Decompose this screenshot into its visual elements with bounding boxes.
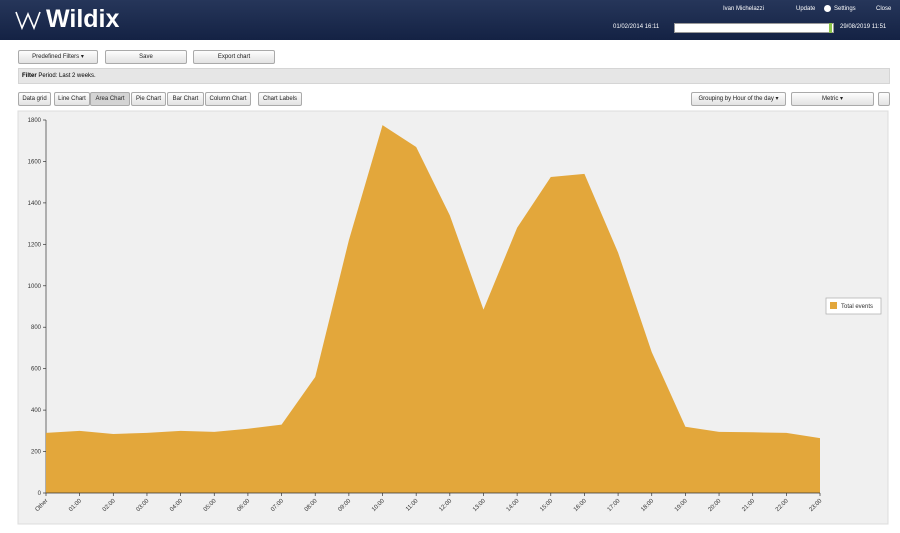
tab[interactable]: Data grid [18,92,51,106]
settings-icon[interactable] [824,5,831,12]
range-start: 01/02/2014 16:11 [613,24,660,30]
legend-label: Total events [841,304,873,310]
logo-icon [15,11,41,31]
header: Wildix Ivan Michelazzi Update Settings C… [0,0,900,40]
y-tick-label: 400 [31,408,42,414]
tab[interactable]: Line Chart [54,92,90,106]
y-tick-label: 1400 [28,201,42,207]
dropdown[interactable]: Grouping by Hour of the day ▾ [691,92,786,106]
filter-label: Filter [22,73,37,79]
dropdown[interactable]: Metric ▾ [791,92,874,106]
tab[interactable]: Bar Chart [167,92,204,106]
y-tick-label: 1200 [28,242,42,248]
area [46,125,820,494]
tab[interactable]: Pie Chart [131,92,166,106]
button[interactable]: Chart Labels [258,92,302,106]
dropdown-label: Metric [821,96,839,102]
button[interactable]: Save [105,50,187,64]
link[interactable]: Settings [834,6,856,12]
button[interactable]: Predefined Filters ▾ [18,50,98,64]
filter-bar[interactable]: Filter Period: Last 2 weeks. [18,68,890,84]
y-tick-label: 1000 [28,284,42,290]
legend-box [825,297,882,315]
dropdown-label: Grouping by Hour of the day [698,96,774,102]
y-tick-label: 200 [31,450,42,456]
tab[interactable]: Column Chart [205,92,251,106]
range-slider[interactable] [674,23,834,33]
button[interactable]: Export chart [193,50,275,64]
range-end: 29/08/2019 11:51 [840,24,887,30]
logo: Wildix [46,5,120,33]
y-tick-label: 800 [31,325,42,331]
fullscreen-button[interactable] [878,92,890,106]
button-label: Predefined Filters [32,54,80,60]
legend-swatch [830,302,837,309]
user-name: Ivan Michelazzi [723,6,765,12]
y-tick-label: 600 [31,367,42,373]
y-tick-label: 1800 [28,118,42,124]
tab[interactable]: Area Chart [90,92,130,106]
link[interactable]: Close [876,6,892,12]
y-tick-label: 1600 [28,159,42,165]
slider-handle[interactable] [829,23,832,33]
filter-text: Period: Last 2 weeks. [38,73,96,79]
y-tick-label: 0 [38,491,42,497]
link[interactable]: Update [796,6,816,12]
